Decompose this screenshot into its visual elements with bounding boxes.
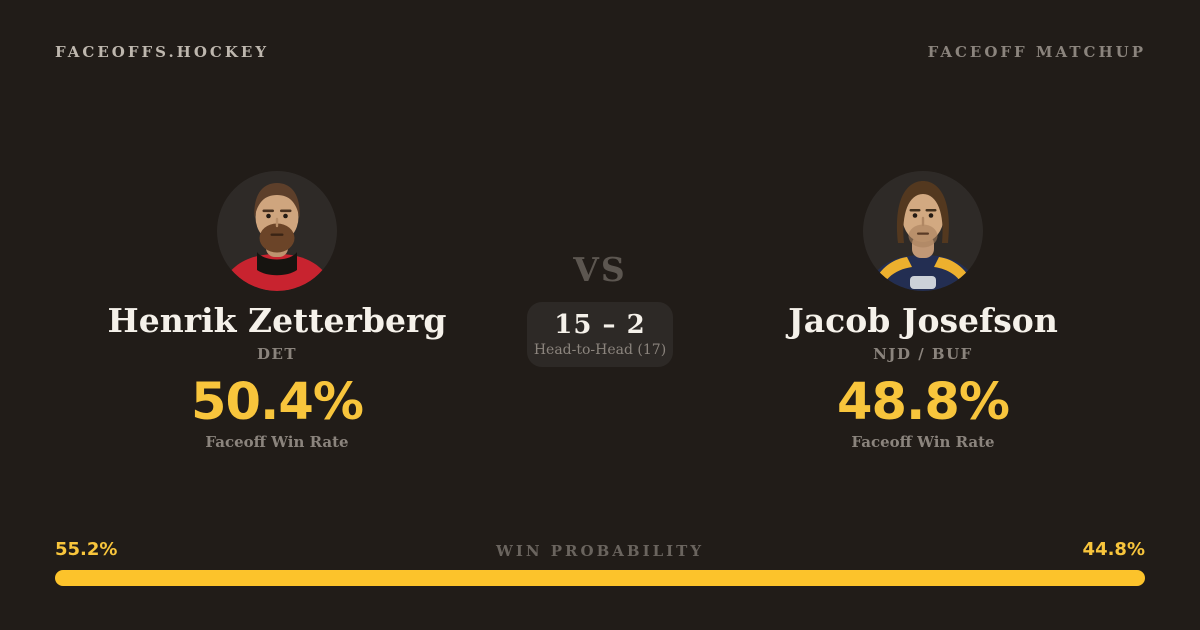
- matchup-center: VS 15 – 2 Head-to-Head (17): [500, 250, 700, 367]
- player-winrate-label-right: Faceoff Win Rate: [851, 433, 995, 452]
- player-name-right: Jacob Josefson: [788, 301, 1058, 340]
- player-avatar-left: [217, 171, 337, 291]
- head-to-head-box: 15 – 2 Head-to-Head (17): [527, 302, 673, 367]
- player-team-left: DET: [256, 344, 298, 363]
- win-probability-title: WIN PROBABILITY: [495, 542, 705, 560]
- player-avatar-right: [863, 171, 983, 291]
- vs-label: VS: [573, 250, 627, 289]
- page-title: FACEOFF MATCHUP: [927, 43, 1146, 61]
- head-to-head-score: 15 – 2: [554, 310, 646, 340]
- player-card-right: Jacob Josefson NJD / BUF 48.8% Faceoff W…: [700, 171, 1146, 451]
- head-to-head-label: Head-to-Head (17): [533, 342, 667, 358]
- player-name-left: Henrik Zetterberg: [107, 301, 447, 340]
- player-winrate-right: 48.8%: [837, 372, 1010, 432]
- win-probability-right-pct: 44.8%: [1082, 539, 1145, 560]
- win-probability-left-pct: 55.2%: [55, 539, 118, 560]
- josefson-headshot-illustration: [863, 171, 983, 291]
- player-card-left: Henrik Zetterberg DET 50.4% Faceoff Win …: [54, 171, 500, 451]
- win-probability-bar: [55, 570, 1145, 586]
- win-probability-labels: 55.2% WIN PROBABILITY 44.8%: [55, 539, 1145, 560]
- win-probability-bar-fill: [55, 570, 1145, 586]
- zetterberg-headshot-illustration: [217, 171, 337, 291]
- player-team-right: NJD / BUF: [873, 344, 973, 363]
- player-winrate-left: 50.4%: [191, 372, 364, 432]
- brand-logo-text: FACEOFFS.HOCKEY: [55, 43, 270, 61]
- player-winrate-label-left: Faceoff Win Rate: [205, 433, 349, 452]
